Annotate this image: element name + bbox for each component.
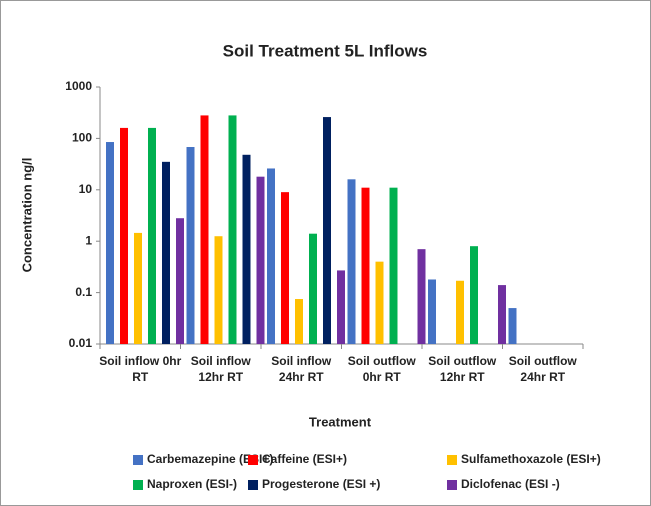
bar [361, 187, 370, 344]
bar [295, 299, 303, 344]
y-tick-label: 1 [85, 233, 92, 247]
bar [242, 154, 251, 344]
y-tick-label: 100 [72, 131, 92, 145]
x-tick-label: Soil outflow 12hr RT [428, 354, 497, 384]
bar [162, 161, 170, 344]
x-tick-label: Soil inflow 0hr RT [99, 354, 182, 384]
bar [389, 187, 398, 344]
legend-label: Sulfamethoxazole (ESI+) [461, 452, 601, 466]
legend-label: Diclofenac (ESI -) [461, 477, 560, 491]
legend-label: Caffeine (ESI+) [262, 452, 347, 466]
bar [417, 249, 426, 344]
bar [214, 236, 223, 344]
bar [470, 246, 478, 344]
y-axis-label: Concentration ng/l [19, 158, 34, 273]
bar [428, 279, 436, 344]
x-axis-label: Treatment [309, 414, 372, 429]
legend-swatch [447, 455, 457, 465]
y-tick-label: 0.01 [69, 336, 93, 350]
legend-label: Carbemazepine (ESI+) [147, 452, 273, 466]
bar [508, 308, 517, 344]
bar [498, 285, 506, 344]
bar [309, 233, 317, 344]
bar [281, 192, 289, 344]
bar [120, 127, 128, 344]
legend-label: Progesterone (ESI +) [262, 477, 380, 491]
legend-swatch [447, 480, 457, 490]
bar [456, 280, 464, 344]
x-tick-label: Soil inflow 12hr RT [190, 354, 251, 384]
bar [228, 115, 237, 344]
bar [256, 176, 265, 344]
x-tick-label: Soil inflow 24hr RT [271, 354, 332, 384]
bar [337, 270, 345, 344]
chart-title: Soil Treatment 5L Inflows [223, 41, 428, 60]
bar [106, 142, 114, 344]
legend-swatch [248, 455, 258, 465]
bar [134, 232, 142, 344]
bar [347, 179, 356, 344]
y-tick-label: 0.1 [75, 285, 92, 299]
bar [176, 218, 184, 344]
legend-label: Naproxen (ESI-) [147, 477, 237, 491]
legend-swatch [133, 480, 143, 490]
y-tick-label: 1000 [65, 79, 92, 93]
bar [323, 117, 331, 344]
bar [267, 168, 275, 344]
bar [200, 115, 209, 344]
x-tick-label: Soil outflow 24hr RT [508, 354, 577, 384]
legend-swatch [248, 480, 258, 490]
bar [148, 127, 156, 344]
y-tick-label: 10 [79, 182, 93, 196]
bar [186, 147, 195, 344]
bar [375, 261, 384, 344]
x-tick-label: Soil outflow 0hr RT [347, 354, 416, 384]
legend-swatch [133, 455, 143, 465]
